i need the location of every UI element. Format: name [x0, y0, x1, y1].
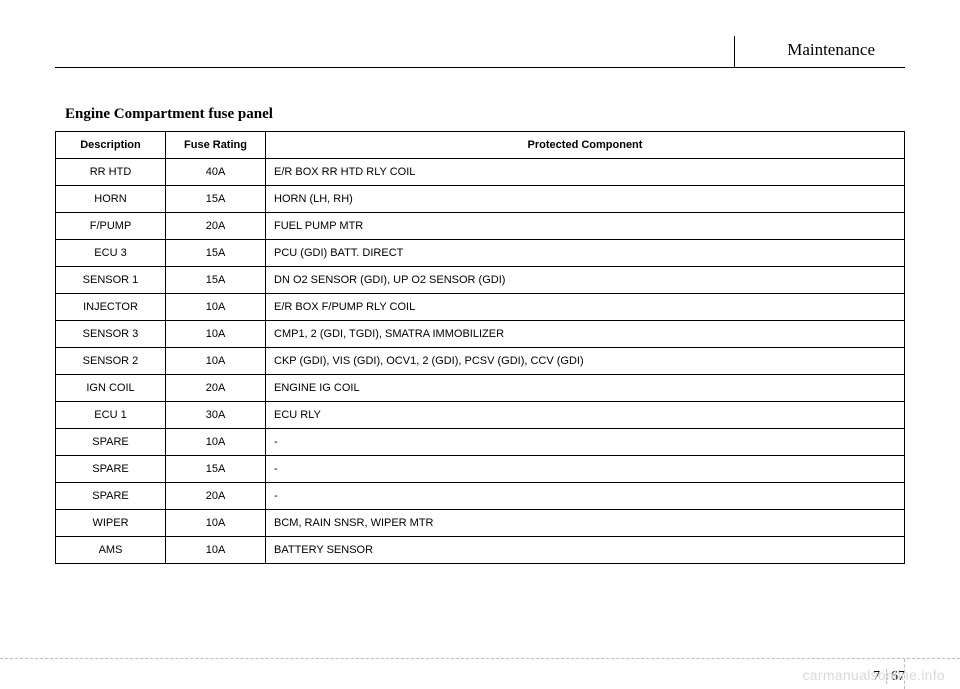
- cell-component: CMP1, 2 (GDI, TGDI), SMATRA IMMOBILIZER: [266, 321, 905, 348]
- cell-component: E/R BOX F/PUMP RLY COIL: [266, 294, 905, 321]
- col-description: Description: [56, 132, 166, 159]
- fuse-table: Description Fuse Rating Protected Compon…: [55, 131, 905, 564]
- cell-component: -: [266, 483, 905, 510]
- table-row: IGN COIL20AENGINE IG COIL: [56, 375, 905, 402]
- table-row: SENSOR 210ACKP (GDI), VIS (GDI), OCV1, 2…: [56, 348, 905, 375]
- cell-component: BATTERY SENSOR: [266, 537, 905, 564]
- cell-rating: 20A: [166, 375, 266, 402]
- cell-rating: 10A: [166, 429, 266, 456]
- table-row: WIPER10ABCM, RAIN SNSR, WIPER MTR: [56, 510, 905, 537]
- page-footer: 767: [0, 658, 960, 659]
- cell-rating: 20A: [166, 213, 266, 240]
- page-header: Maintenance: [55, 30, 905, 68]
- cell-description: SPARE: [56, 429, 166, 456]
- cell-component: BCM, RAIN SNSR, WIPER MTR: [266, 510, 905, 537]
- cell-rating: 10A: [166, 294, 266, 321]
- cell-description: SENSOR 1: [56, 267, 166, 294]
- table-row: SPARE10A-: [56, 429, 905, 456]
- cell-description: HORN: [56, 186, 166, 213]
- cell-component: HORN (LH, RH): [266, 186, 905, 213]
- table-row: F/PUMP20AFUEL PUMP MTR: [56, 213, 905, 240]
- cell-component: -: [266, 456, 905, 483]
- cell-description: INJECTOR: [56, 294, 166, 321]
- table-row: ECU 130AECU RLY: [56, 402, 905, 429]
- panel-title: Engine Compartment fuse panel: [65, 106, 905, 123]
- cell-rating: 10A: [166, 321, 266, 348]
- cell-component: E/R BOX RR HTD RLY COIL: [266, 159, 905, 186]
- cell-rating: 30A: [166, 402, 266, 429]
- cell-description: ECU 1: [56, 402, 166, 429]
- cell-description: SPARE: [56, 483, 166, 510]
- table-row: AMS10ABATTERY SENSOR: [56, 537, 905, 564]
- col-fuse-rating: Fuse Rating: [166, 132, 266, 159]
- cell-description: SENSOR 2: [56, 348, 166, 375]
- cell-rating: 10A: [166, 537, 266, 564]
- cell-description: SENSOR 3: [56, 321, 166, 348]
- cell-rating: 20A: [166, 483, 266, 510]
- cell-component: PCU (GDI) BATT. DIRECT: [266, 240, 905, 267]
- cell-rating: 15A: [166, 240, 266, 267]
- cell-description: RR HTD: [56, 159, 166, 186]
- cell-description: SPARE: [56, 456, 166, 483]
- cell-rating: 10A: [166, 348, 266, 375]
- col-protected-component: Protected Component: [266, 132, 905, 159]
- fuse-table-body: RR HTD40AE/R BOX RR HTD RLY COIL HORN15A…: [56, 159, 905, 564]
- cell-component: ENGINE IG COIL: [266, 375, 905, 402]
- table-header-row: Description Fuse Rating Protected Compon…: [56, 132, 905, 159]
- cell-component: -: [266, 429, 905, 456]
- page-content: Maintenance Engine Compartment fuse pane…: [0, 0, 960, 564]
- table-row: SENSOR 115ADN O2 SENSOR (GDI), UP O2 SEN…: [56, 267, 905, 294]
- cell-component: FUEL PUMP MTR: [266, 213, 905, 240]
- table-row: ECU 315APCU (GDI) BATT. DIRECT: [56, 240, 905, 267]
- cell-description: F/PUMP: [56, 213, 166, 240]
- cell-description: WIPER: [56, 510, 166, 537]
- table-row: HORN15AHORN (LH, RH): [56, 186, 905, 213]
- cell-rating: 40A: [166, 159, 266, 186]
- section-label: Maintenance: [787, 40, 875, 60]
- cell-component: DN O2 SENSOR (GDI), UP O2 SENSOR (GDI): [266, 267, 905, 294]
- table-row: SPARE15A-: [56, 456, 905, 483]
- cell-component: CKP (GDI), VIS (GDI), OCV1, 2 (GDI), PCS…: [266, 348, 905, 375]
- cell-description: AMS: [56, 537, 166, 564]
- table-row: INJECTOR10AE/R BOX F/PUMP RLY COIL: [56, 294, 905, 321]
- table-row: SENSOR 310ACMP1, 2 (GDI, TGDI), SMATRA I…: [56, 321, 905, 348]
- header-divider: [734, 36, 736, 67]
- cell-description: ECU 3: [56, 240, 166, 267]
- cell-rating: 15A: [166, 456, 266, 483]
- cell-rating: 15A: [166, 186, 266, 213]
- watermark-text: carmanualsonline.info: [803, 667, 946, 683]
- table-row: RR HTD40AE/R BOX RR HTD RLY COIL: [56, 159, 905, 186]
- cell-rating: 15A: [166, 267, 266, 294]
- cell-description: IGN COIL: [56, 375, 166, 402]
- cell-component: ECU RLY: [266, 402, 905, 429]
- table-row: SPARE20A-: [56, 483, 905, 510]
- cell-rating: 10A: [166, 510, 266, 537]
